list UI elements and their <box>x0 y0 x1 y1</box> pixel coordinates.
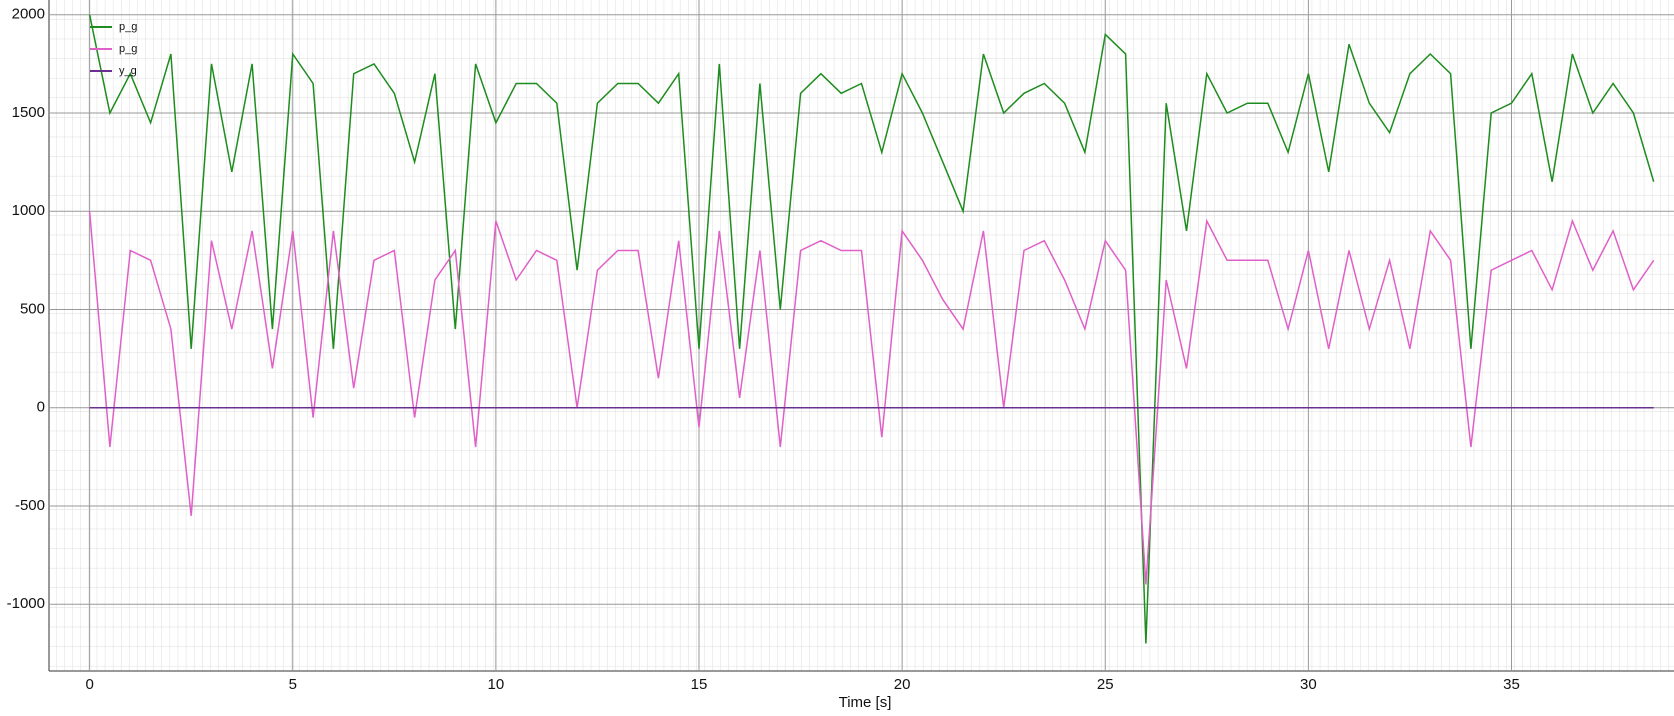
y-tick-label: 1000 <box>12 202 45 219</box>
y-tick-label: -1000 <box>7 595 45 612</box>
legend-label: p_g <box>119 21 137 33</box>
legend-label: y_g <box>119 65 137 77</box>
x-tick-label: 15 <box>691 676 708 693</box>
y-tick-label: 500 <box>20 300 45 317</box>
y-tick-label: -500 <box>15 497 45 514</box>
x-tick-label: 35 <box>1503 676 1520 693</box>
y-tick-label: 0 <box>37 399 45 416</box>
x-tick-label: 5 <box>289 676 297 693</box>
x-tick-label: 30 <box>1300 676 1317 693</box>
x-tick-label: 20 <box>894 676 911 693</box>
series-line <box>88 14 1655 644</box>
series-line <box>88 211 1655 585</box>
y-tick-label: 1500 <box>12 104 45 121</box>
plot-area <box>49 0 1674 671</box>
x-axis-label: Time [s] <box>839 694 892 711</box>
y-tick-label: 2000 <box>12 6 45 23</box>
x-tick-label: 0 <box>85 676 93 693</box>
legend-label: p_g <box>119 43 137 55</box>
x-tick-label: 25 <box>1097 676 1114 693</box>
x-tick-label: 10 <box>488 676 505 693</box>
